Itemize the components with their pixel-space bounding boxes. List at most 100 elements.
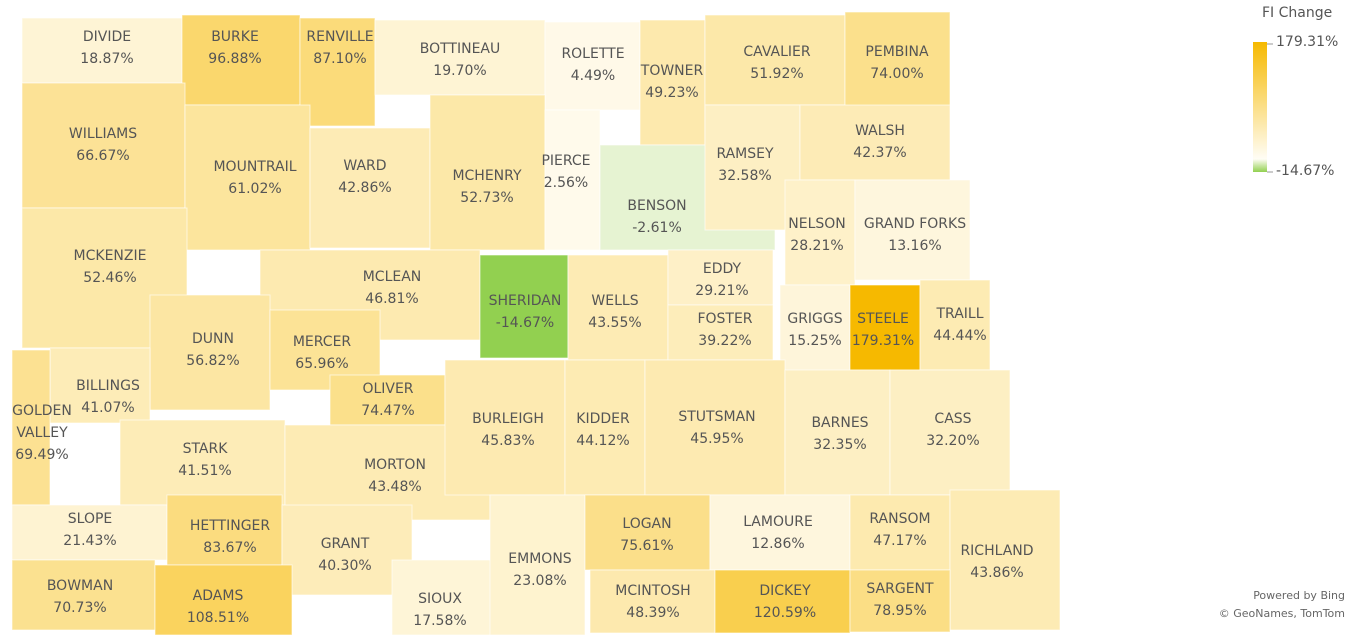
county-value: 87.10% [313, 51, 367, 67]
county-name: MCHENRY [452, 168, 522, 184]
county-label: CASS 32.20% [903, 408, 1003, 452]
county-shape[interactable] [849, 569, 951, 633]
county-label: STEELE 179.31% [843, 308, 923, 352]
county-name: LOGAN [622, 516, 672, 532]
county-label: GRAND FORKS 13.16% [850, 213, 980, 257]
county-label: BURKE 96.88% [180, 26, 290, 70]
county-value: 19.70% [433, 63, 487, 79]
county-shape[interactable] [889, 369, 1011, 496]
county-value: 32.20% [926, 433, 980, 449]
county-name: RENVILLE [306, 29, 374, 45]
county-label: WILLIAMS 66.67% [33, 123, 173, 167]
county-name: SHERIDAN [488, 293, 562, 309]
county-shape[interactable] [589, 569, 716, 634]
county-label: MCHENRY 52.73% [432, 165, 542, 209]
county-value: 28.21% [790, 238, 844, 254]
county-name: HETTINGER [189, 518, 271, 534]
county-value: 69.49% [15, 447, 69, 463]
county-shape[interactable] [49, 347, 151, 424]
county-shape[interactable] [564, 359, 646, 496]
county-shape[interactable] [779, 284, 851, 376]
county-shape[interactable] [21, 17, 183, 84]
county-label: MCKENZIE 52.46% [40, 245, 180, 289]
county-label: BURLEIGH 45.83% [453, 408, 563, 452]
county-shape[interactable] [184, 104, 311, 251]
county-label: SHERIDAN -14.67% [480, 290, 570, 334]
legend-min-label: -14.67% [1276, 163, 1335, 179]
county-value: 66.67% [76, 148, 130, 164]
county-shape[interactable] [544, 21, 641, 111]
county-value: 4.49% [570, 68, 616, 84]
county-label: ADAMS 108.51% [158, 585, 278, 629]
county-shape[interactable] [154, 564, 293, 635]
county-name: GRAND FORKS [863, 216, 967, 232]
county-name: LAMOURE [743, 514, 813, 530]
county-shape[interactable] [849, 494, 951, 571]
county-label: MOUNTRAIL 61.02% [190, 156, 320, 200]
county-shape[interactable] [644, 359, 786, 496]
county-label: MCINTOSH 48.39% [598, 580, 708, 624]
county-shape[interactable] [854, 179, 971, 281]
county-label: FOSTER 39.22% [680, 308, 770, 352]
county-shape[interactable] [149, 294, 271, 411]
county-value: 74.47% [361, 403, 415, 419]
county-name: MCKENZIE [73, 248, 147, 264]
county-name: CAVALIER [743, 44, 811, 60]
county-name: ADAMS [192, 588, 244, 604]
county-shape[interactable] [667, 304, 774, 361]
county-shape[interactable] [799, 104, 951, 181]
county-shape[interactable] [709, 494, 851, 571]
county-name: WARD [343, 158, 387, 174]
county-name: STARK [182, 441, 228, 457]
county-label: STARK 41.51% [145, 438, 265, 482]
county-shape[interactable] [784, 179, 856, 286]
county-label: DICKEY 120.59% [730, 580, 840, 624]
county-name: CASS [934, 411, 972, 427]
county-shape[interactable] [11, 559, 156, 631]
county-name: STUTSMAN [678, 409, 756, 425]
county-shape[interactable] [567, 254, 669, 361]
county-shape[interactable] [429, 94, 546, 251]
county-shape[interactable] [444, 359, 566, 496]
county-label: PEMBINA 74.00% [842, 41, 952, 85]
county-label: LOGAN 75.61% [592, 513, 702, 557]
county-value: 74.00% [870, 66, 924, 82]
county-shape[interactable] [704, 104, 801, 231]
county-shape[interactable] [479, 254, 569, 359]
county-shape[interactable] [391, 559, 503, 635]
county-value: 15.25% [788, 333, 842, 349]
county-label: RANSOM 47.17% [850, 508, 950, 552]
counties [11, 11, 1061, 635]
county-shape[interactable] [844, 11, 951, 108]
county-shape[interactable] [374, 19, 546, 96]
county-shape[interactable] [584, 494, 711, 571]
county-shape[interactable] [667, 249, 774, 306]
county-value: 32.58% [718, 168, 772, 184]
county-shape[interactable] [181, 14, 301, 106]
county-shape[interactable] [11, 504, 168, 561]
county-name: TOWNER [640, 63, 704, 79]
county-label: HETTINGER 83.67% [175, 515, 285, 559]
county-label: SARGENT 78.95% [850, 578, 950, 622]
county-name: EDDY [702, 261, 742, 277]
county-shape[interactable] [299, 17, 376, 127]
county-value: 65.96% [295, 356, 349, 372]
county-value: -2.61% [632, 220, 682, 236]
county-label: EMMONS 23.08% [490, 548, 590, 592]
county-name: BURKE [211, 29, 259, 45]
county-shape[interactable] [489, 494, 586, 635]
county-shape[interactable] [639, 19, 706, 146]
county-shape[interactable] [949, 489, 1061, 631]
county-shape[interactable] [919, 279, 991, 371]
county-label: LAMOURE 12.86% [723, 511, 833, 555]
county-value: 52.73% [460, 190, 514, 206]
county-shape[interactable] [784, 369, 891, 496]
county-label: BILLINGS 41.07% [58, 375, 158, 419]
county-shape[interactable] [281, 504, 413, 596]
county-shape[interactable] [544, 109, 601, 251]
county-label: GRIGGS 15.25% [780, 308, 850, 352]
county-label: RENVILLE 87.10% [295, 26, 385, 70]
county-value: 42.37% [853, 145, 907, 161]
county-label: WALSH 42.37% [820, 120, 940, 164]
county-value: 75.61% [620, 538, 674, 554]
